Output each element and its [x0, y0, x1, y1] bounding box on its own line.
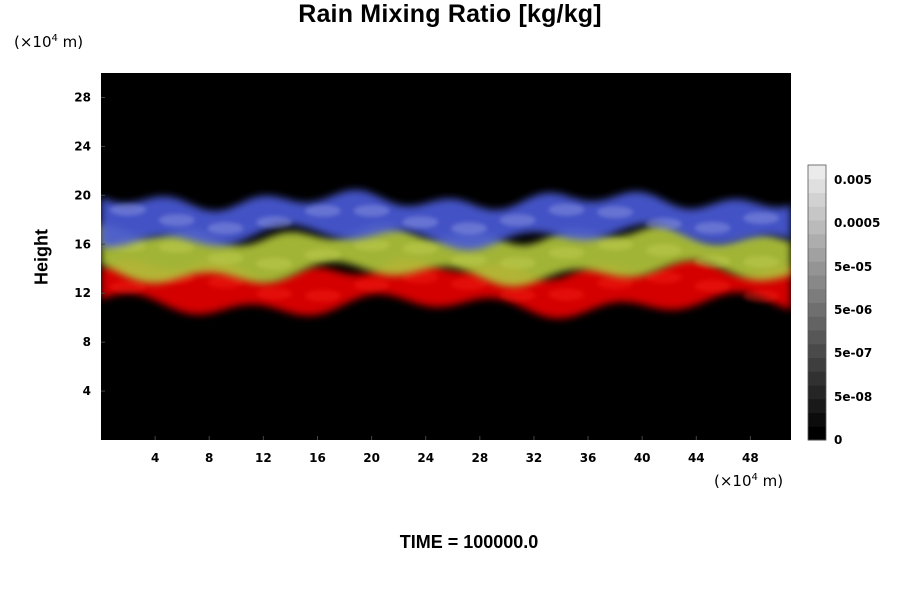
rain-streak: [402, 242, 439, 255]
rain-streak: [353, 278, 390, 291]
rain-streak: [548, 288, 585, 301]
x-tick-label: 16: [309, 451, 326, 465]
rain-streak: [207, 252, 244, 265]
rain-streak: [110, 203, 147, 216]
y-tick-label: 8: [83, 335, 91, 349]
colorbar-label: 5e-07: [834, 346, 872, 360]
rain-streak: [743, 256, 780, 269]
rain-streak: [207, 276, 244, 289]
colorbar-label: 5e-05: [834, 260, 872, 274]
y-tick-label: 28: [74, 90, 91, 104]
colorbar-swatch: [808, 275, 826, 290]
y-tick-label: 4: [83, 384, 91, 398]
rain-streak: [207, 222, 244, 235]
colorbar-swatch: [808, 412, 826, 427]
chart-title: Rain Mixing Ratio [kg/kg]: [298, 0, 602, 28]
colorbar-swatch: [808, 247, 826, 262]
y-tick-label: 12: [74, 286, 91, 300]
y-tick-label: 20: [74, 188, 91, 202]
rain-streak: [548, 246, 585, 259]
rain-layer-2: [101, 189, 791, 251]
rain-streak: [158, 240, 195, 253]
rain-streak: [256, 287, 293, 300]
y-tick-label: 16: [74, 237, 91, 251]
x-tick-label: 32: [526, 451, 543, 465]
rain-streak: [451, 222, 487, 235]
rain-streak: [353, 238, 390, 251]
colorbar-swatch: [808, 426, 826, 441]
colorbar-label: 5e-08: [834, 390, 872, 404]
colorbar-swatch: [808, 330, 826, 345]
rain-streak: [743, 290, 780, 303]
colorbar-swatch: [808, 343, 826, 358]
rain-streak: [694, 280, 731, 293]
rain-streak: [256, 216, 293, 229]
rain-streak: [158, 214, 195, 227]
colorbar-swatch: [808, 357, 826, 372]
colorbar-swatch: [808, 398, 826, 413]
rain-streak: [499, 257, 536, 270]
y-axis-unit: (×104 m): [14, 33, 84, 51]
colorbar-swatch: [808, 206, 826, 221]
colorbar-swatch: [808, 288, 826, 303]
rain-streak: [645, 244, 682, 257]
rain-streak: [694, 221, 731, 234]
rain-streak: [743, 212, 780, 225]
rain-streak: [402, 216, 439, 229]
colorbar-swatch: [808, 385, 826, 400]
colorbar-swatch: [808, 302, 826, 317]
x-axis-unit: (×104 m): [714, 472, 784, 490]
rain-streak: [548, 203, 585, 216]
colorbar-swatch: [808, 261, 826, 276]
rain-streak: [304, 204, 341, 217]
colorbar-label: 0.0005: [834, 216, 880, 230]
x-tick-label: 36: [580, 451, 597, 465]
rain-streak: [694, 255, 731, 268]
colorbar-label: 0: [834, 433, 842, 447]
rain-streak: [110, 281, 147, 294]
colorbar-frame: [807, 164, 827, 441]
x-tick-label: 44: [688, 451, 705, 465]
x-tick-label: 40: [634, 451, 651, 465]
time-label: TIME = 100000.0: [399, 532, 539, 552]
x-tick-label: 20: [363, 451, 380, 465]
rain-streak: [451, 254, 487, 267]
rain-streak: [256, 257, 293, 270]
colorbar-swatch: [808, 233, 826, 248]
rain-streak: [597, 276, 634, 289]
rain-streak: [304, 289, 341, 302]
rain-streak: [402, 271, 439, 284]
colorbar-swatch: [808, 178, 826, 193]
colorbar-swatch: [808, 165, 826, 180]
rain-streak: [499, 289, 536, 302]
x-tick-label: 4: [151, 451, 159, 465]
rain-streak: [645, 218, 682, 231]
x-tick-label: 8: [205, 451, 213, 465]
rain-streak: [353, 204, 390, 217]
x-tick-label: 24: [417, 451, 434, 465]
colorbar-label: 5e-06: [834, 303, 872, 317]
colorbar-swatch: [808, 220, 826, 235]
rain-streak: [499, 214, 536, 227]
rain-streak: [597, 238, 634, 251]
x-tick-label: 28: [471, 451, 488, 465]
rain-streak: [645, 271, 682, 284]
x-tick-label: 48: [742, 451, 759, 465]
rain-streak: [304, 248, 341, 261]
colorbar-swatch: [808, 316, 826, 331]
colorbar-swatch: [808, 371, 826, 386]
rain-streak: [597, 206, 634, 219]
y-tick-label: 24: [74, 139, 91, 153]
rain-streak: [451, 277, 487, 290]
x-tick-label: 12: [255, 451, 272, 465]
colorbar-label: 0.005: [834, 173, 872, 187]
colorbar-swatch: [808, 192, 826, 207]
